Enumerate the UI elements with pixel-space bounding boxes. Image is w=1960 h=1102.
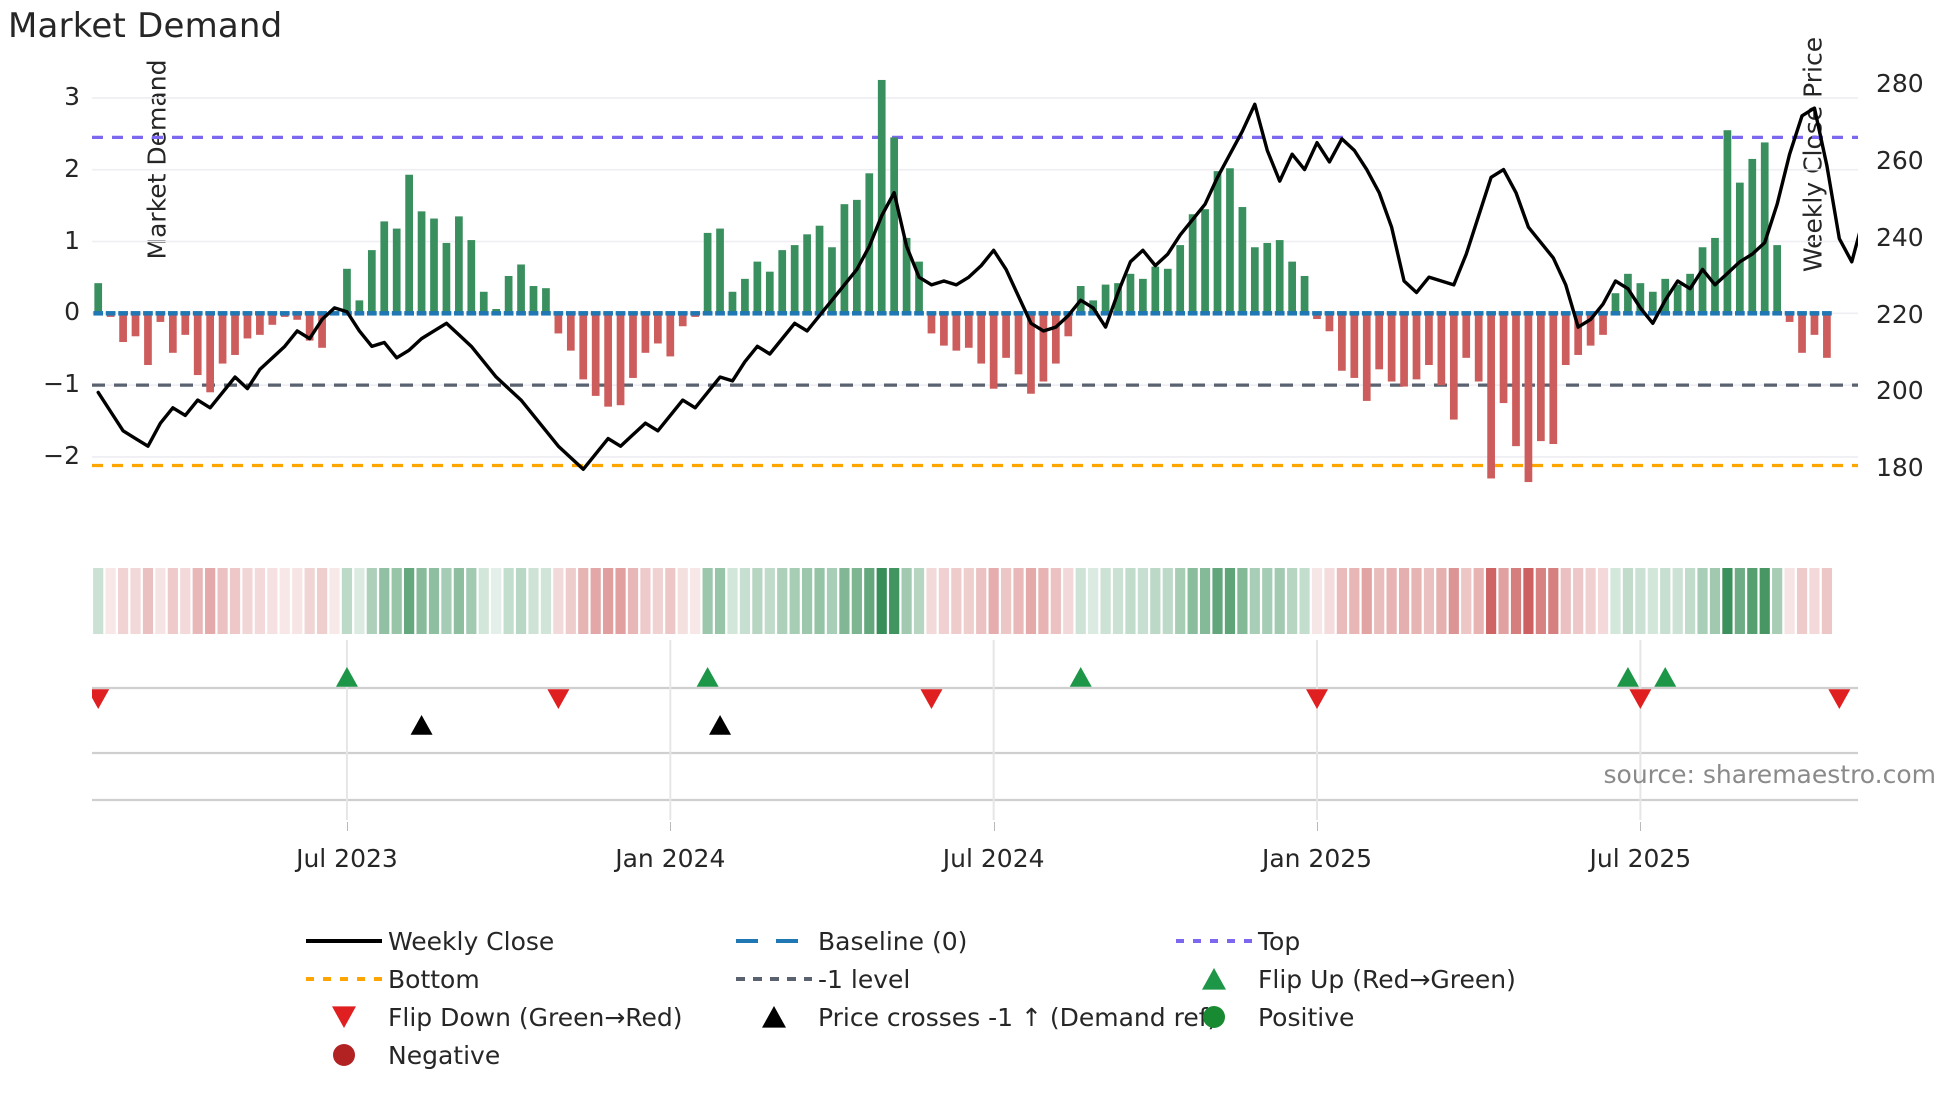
legend-item[interactable]: Top <box>1170 922 1600 960</box>
y-axis-left-tick: 2 <box>64 153 80 183</box>
legend-label: Top <box>1258 926 1301 956</box>
legend-item[interactable]: -1 level <box>730 960 1170 998</box>
y-axis-right-tick: 200 <box>1876 376 1924 406</box>
legend-triangle-up-icon <box>730 1002 818 1032</box>
legend-label: -1 level <box>818 964 911 994</box>
legend-label: Price crosses -1 ↑ (Demand ref) <box>818 1002 1218 1032</box>
x-axis-tick-label: Jan 2024 <box>615 844 726 873</box>
legend-label: Weekly Close <box>388 926 555 956</box>
legend-label: Bottom <box>388 964 480 994</box>
x-axis-tick-label: Jan 2025 <box>1261 844 1373 873</box>
signal-markers-panel <box>92 640 1858 820</box>
legend-dashed-line-wide-icon <box>730 926 818 956</box>
y-axis-left-tick: 3 <box>64 81 80 111</box>
y-axis-right-tick: 220 <box>1876 299 1924 329</box>
demand-intensity-strip <box>92 568 1858 634</box>
y-axis-left-tick: −2 <box>43 440 80 470</box>
legend-item[interactable]: Flip Up (Red→Green) <box>1170 960 1600 998</box>
legend-label: Baseline (0) <box>818 926 968 956</box>
x-axis-tick-label: Jul 2023 <box>296 844 398 873</box>
main-plot-area <box>92 62 1858 500</box>
y-axis-right-tick: 240 <box>1876 222 1924 252</box>
legend-dotted-line-icon <box>1170 926 1258 956</box>
source-note: source: sharemaestro.com <box>1603 760 1937 789</box>
x-axis-tick-mark <box>670 822 672 831</box>
x-axis-tick-label: Jul 2025 <box>1589 844 1692 873</box>
y-axis-right-tick: 180 <box>1876 453 1924 483</box>
y-axis-left-tick: 1 <box>64 225 80 255</box>
legend-circle-icon <box>1170 1002 1258 1032</box>
legend-item[interactable]: Flip Down (Green→Red) <box>300 998 730 1036</box>
y-axis-right-tick: 260 <box>1876 145 1924 175</box>
x-axis-tick-mark <box>1640 822 1642 831</box>
legend-solid-line-icon <box>300 926 388 956</box>
legend-label: Flip Down (Green→Red) <box>388 1002 683 1032</box>
legend-label: Positive <box>1258 1002 1355 1032</box>
y-axis-left-tick: −1 <box>43 369 80 399</box>
legend-triangle-up-icon <box>1170 964 1258 994</box>
x-axis-tick-mark <box>1317 822 1318 831</box>
x-axis: Jul 2023 Jan 2024 Jul 2024 Jan 2025 Jul 2025 <box>92 822 1858 882</box>
legend-circle-icon <box>300 1040 388 1070</box>
legend-item[interactable]: Positive <box>1170 998 1600 1036</box>
legend-label: Negative <box>388 1040 501 1070</box>
legend-item[interactable]: Negative <box>300 1036 730 1074</box>
legend-item[interactable]: Bottom <box>300 960 730 998</box>
y-axis-right-tick: 280 <box>1876 69 1924 99</box>
legend-item[interactable]: Weekly Close <box>300 922 730 960</box>
legend-label: Flip Up (Red→Green) <box>1258 964 1516 994</box>
x-axis-tick-label: Jul 2024 <box>942 844 1045 873</box>
x-axis-tick-mark <box>993 822 995 831</box>
legend-dotted-line-icon <box>300 964 388 994</box>
legend-dashed-line-icon <box>730 964 818 994</box>
legend-item[interactable]: Price crosses -1 ↑ (Demand ref) <box>730 998 1217 1036</box>
legend-triangle-down-icon <box>300 1002 388 1032</box>
chart-legend: Weekly Close Baseline (0) Top Bottom -1 leve… <box>300 922 1700 1074</box>
legend-item[interactable]: Baseline (0) <box>730 922 1170 960</box>
page-title: Market Demand <box>8 6 283 46</box>
x-axis-tick-mark <box>346 822 348 831</box>
y-axis-left-tick: 0 <box>64 297 80 327</box>
